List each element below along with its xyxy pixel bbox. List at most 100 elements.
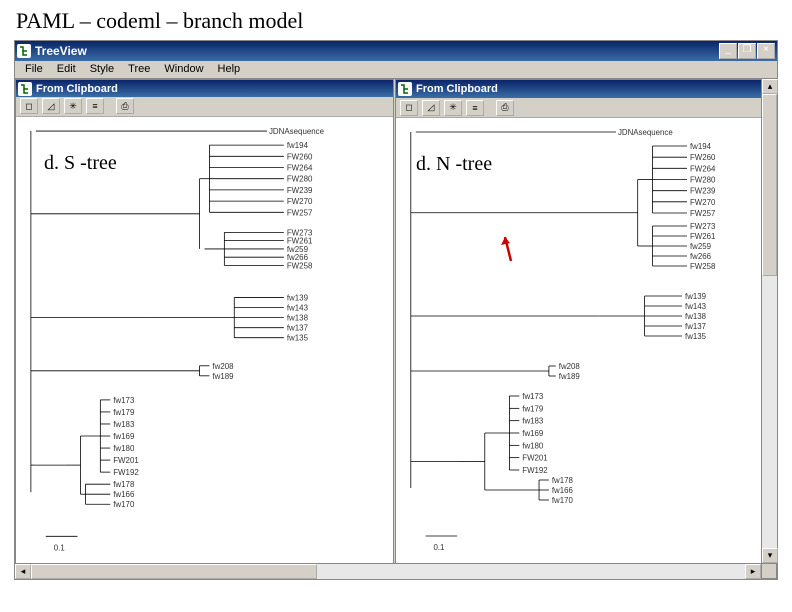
tool-print-icon[interactable]: ⎙ (116, 98, 134, 114)
svg-text:fw169: fw169 (522, 429, 544, 438)
svg-text:fw189: fw189 (212, 371, 234, 380)
arrow-annotation (499, 233, 517, 263)
svg-text:fw143: fw143 (685, 302, 707, 311)
svg-text:FW258: FW258 (287, 261, 313, 270)
svg-text:fw266: fw266 (690, 252, 712, 261)
svg-text:fw180: fw180 (113, 444, 135, 453)
scroll-down-icon[interactable]: ▾ (762, 548, 778, 563)
tool-slanted-icon[interactable]: ◿ (42, 98, 60, 114)
doc-toolbar: ◻ ◿ ✳ ≡ ⎙ (396, 98, 761, 118)
slide-title: PAML – codeml – branch model (0, 0, 792, 38)
resize-grip[interactable] (761, 563, 777, 579)
tool-phylo-icon[interactable]: ≡ (466, 100, 484, 116)
svg-text:FW239: FW239 (690, 187, 716, 196)
scroll-up-icon[interactable]: ▴ (762, 79, 778, 94)
svg-text:FW260: FW260 (690, 153, 716, 162)
svg-text:fw169: fw169 (113, 432, 135, 441)
svg-text:FW201: FW201 (522, 454, 548, 463)
svg-text:fw208: fw208 (212, 361, 234, 370)
svg-text:fw180: fw180 (522, 441, 544, 450)
svg-text:FW280: FW280 (690, 175, 716, 184)
treeview-window: TreeView _ ❐ × File Edit Style Tree Wind… (14, 40, 778, 580)
svg-text:fw179: fw179 (113, 407, 135, 416)
svg-text:fw173: fw173 (522, 392, 544, 401)
doc-window-ds: From Clipboard ◻ ◿ ✳ ≡ ⎙ d. S -tree JDNA… (15, 79, 394, 569)
svg-text:fw139: fw139 (685, 292, 707, 301)
doc-window-dn: From Clipboard ◻ ◿ ✳ ≡ ⎙ d. N -tree JDNA… (395, 79, 762, 569)
scrollbar-horizontal[interactable]: ◂ ▸ (15, 563, 761, 579)
svg-text:fw178: fw178 (113, 480, 135, 489)
menu-file[interactable]: File (19, 62, 49, 77)
svg-text:0.1: 0.1 (54, 543, 66, 552)
svg-text:FW257: FW257 (690, 209, 716, 218)
doc-titlebar[interactable]: From Clipboard (396, 80, 761, 98)
svg-text:fw135: fw135 (287, 333, 309, 342)
svg-text:0.1: 0.1 (433, 543, 445, 552)
svg-text:fw259: fw259 (690, 242, 712, 251)
svg-text:fw170: fw170 (552, 496, 574, 505)
menu-help[interactable]: Help (212, 62, 247, 77)
svg-text:fw194: fw194 (287, 141, 309, 150)
svg-text:FW270: FW270 (690, 198, 716, 207)
svg-text:JDNAsequence: JDNAsequence (269, 127, 325, 136)
doc-icon (398, 82, 412, 96)
svg-text:fw138: fw138 (287, 313, 309, 322)
scroll-thumb[interactable] (762, 94, 777, 276)
menu-window[interactable]: Window (158, 62, 209, 77)
doc-title: From Clipboard (36, 83, 118, 95)
menu-style[interactable]: Style (84, 62, 120, 77)
svg-text:fw189: fw189 (559, 372, 581, 381)
svg-text:fw179: fw179 (522, 404, 544, 413)
scroll-track[interactable] (762, 94, 777, 548)
menubar: File Edit Style Tree Window Help (15, 61, 777, 79)
svg-text:fw194: fw194 (690, 142, 712, 151)
tree-canvas-dn: d. N -tree JDNAsequencefw194FW260FW264FW… (396, 118, 761, 568)
doc-title: From Clipboard (416, 83, 498, 95)
scroll-track[interactable] (31, 564, 745, 579)
tool-radial-icon[interactable]: ✳ (64, 98, 82, 114)
svg-text:fw170: fw170 (113, 500, 135, 509)
svg-text:FW257: FW257 (287, 208, 313, 217)
mdi-area: From Clipboard ◻ ◿ ✳ ≡ ⎙ d. S -tree JDNA… (15, 79, 777, 561)
tool-phylo-icon[interactable]: ≡ (86, 98, 104, 114)
tool-rect-icon[interactable]: ◻ (400, 100, 418, 116)
svg-text:fw135: fw135 (685, 332, 707, 341)
menu-tree[interactable]: Tree (122, 62, 156, 77)
overlay-ds: d. S -tree (44, 152, 117, 175)
svg-text:FW270: FW270 (287, 197, 313, 206)
tool-slanted-icon[interactable]: ◿ (422, 100, 440, 116)
svg-text:fw166: fw166 (552, 486, 574, 495)
svg-text:fw139: fw139 (287, 293, 309, 302)
svg-text:FW192: FW192 (113, 468, 139, 477)
scroll-right-icon[interactable]: ▸ (745, 564, 761, 579)
svg-text:FW264: FW264 (690, 164, 716, 173)
scroll-left-icon[interactable]: ◂ (15, 564, 31, 579)
svg-text:fw173: fw173 (113, 395, 135, 404)
menu-edit[interactable]: Edit (51, 62, 82, 77)
app-title: TreeView (35, 44, 87, 58)
tool-rect-icon[interactable]: ◻ (20, 98, 38, 114)
svg-text:FW258: FW258 (690, 262, 716, 271)
svg-text:fw208: fw208 (559, 362, 581, 371)
svg-text:fw138: fw138 (685, 312, 707, 321)
tree-canvas-ds: d. S -tree JDNAsequence fw194 FW260 FW264 FW… (16, 117, 393, 568)
svg-text:FW260: FW260 (287, 152, 313, 161)
maximize-button[interactable]: ❐ (738, 43, 756, 59)
svg-text:fw137: fw137 (287, 323, 309, 332)
doc-titlebar[interactable]: From Clipboard (16, 80, 393, 97)
svg-text:fw166: fw166 (113, 490, 135, 499)
scroll-thumb[interactable] (31, 564, 317, 579)
svg-text:fw183: fw183 (113, 420, 135, 429)
svg-text:FW280: FW280 (287, 174, 313, 183)
tool-radial-icon[interactable]: ✳ (444, 100, 462, 116)
doc-toolbar: ◻ ◿ ✳ ≡ ⎙ (16, 97, 393, 116)
close-button[interactable]: × (757, 43, 775, 59)
svg-text:FW192: FW192 (522, 466, 548, 475)
scrollbar-vertical[interactable]: ▴ ▾ (761, 79, 777, 563)
minimize-button[interactable]: _ (719, 43, 737, 59)
svg-text:FW239: FW239 (287, 185, 313, 194)
svg-text:FW201: FW201 (113, 456, 139, 465)
svg-text:FW264: FW264 (287, 163, 313, 172)
tool-print-icon[interactable]: ⎙ (496, 100, 514, 116)
svg-text:JDNAsequence: JDNAsequence (618, 128, 673, 137)
